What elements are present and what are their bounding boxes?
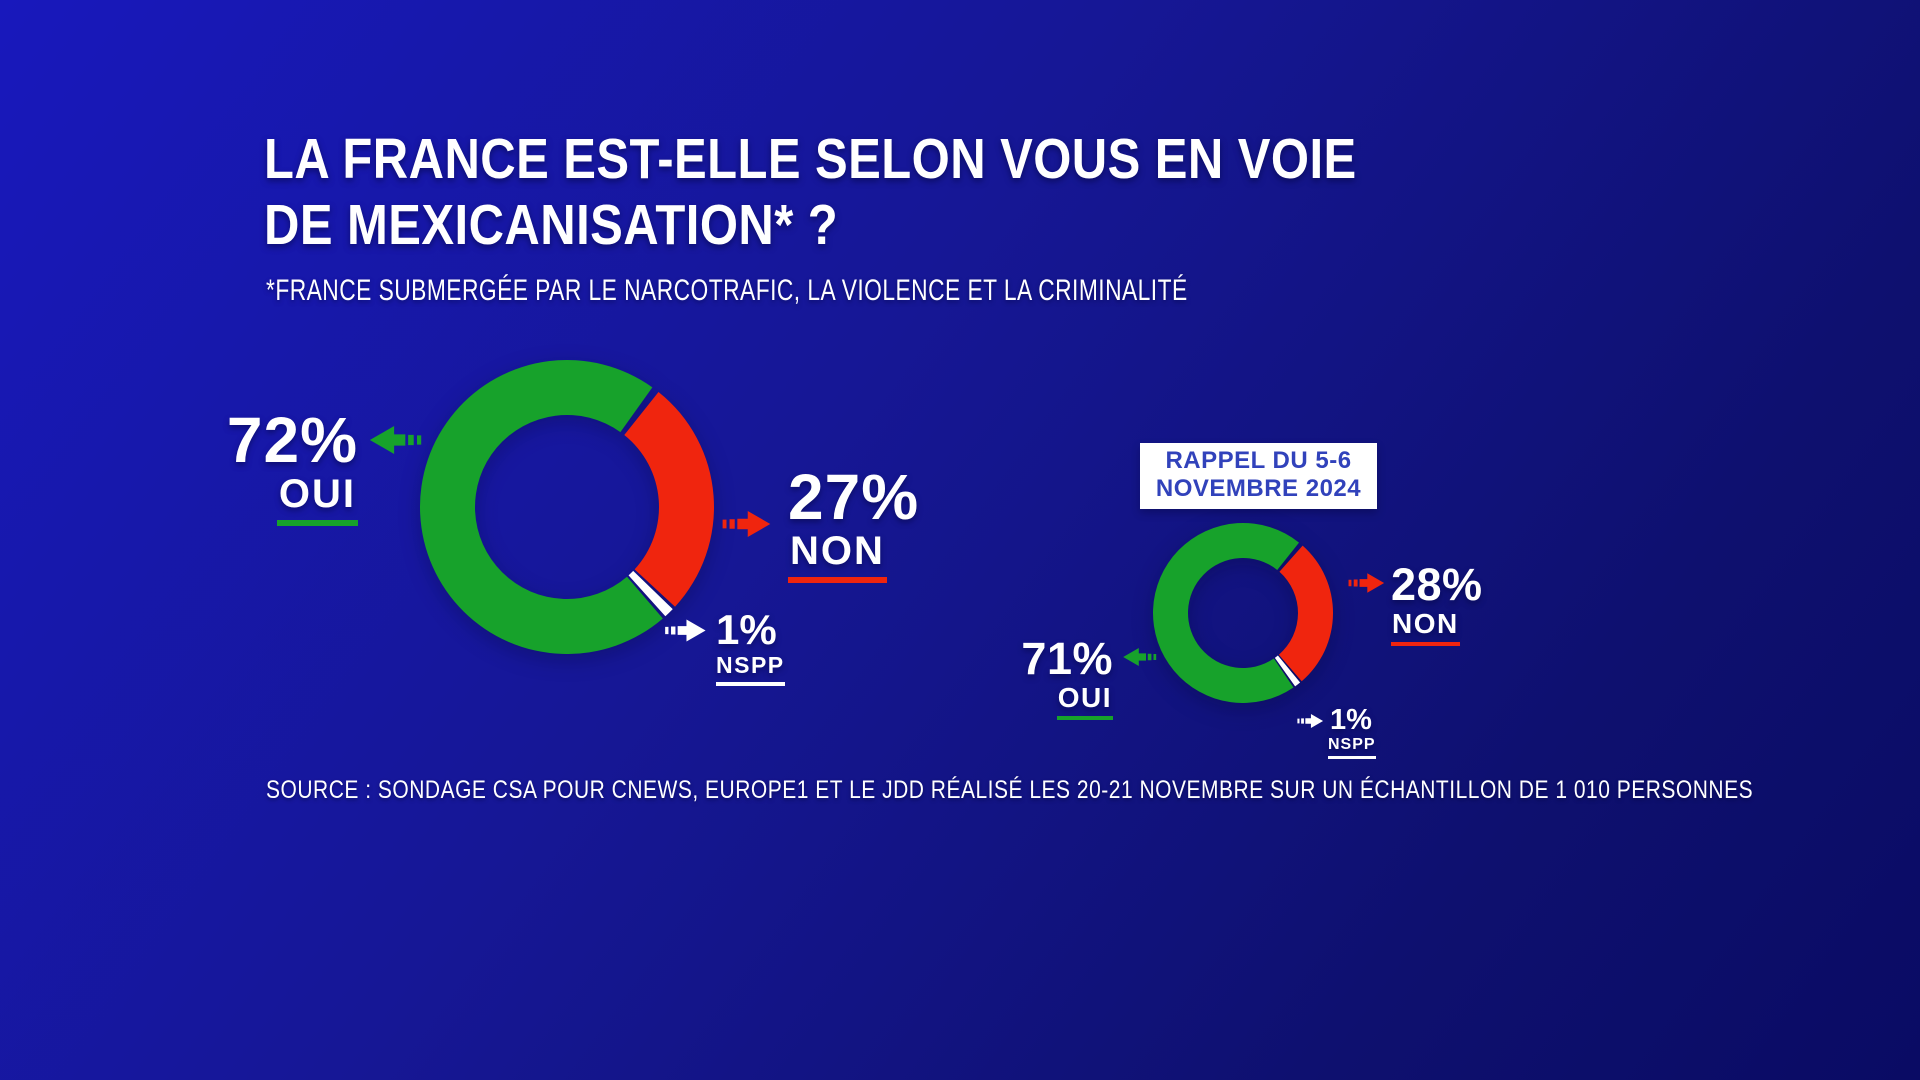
recall-oui-label: OUI (1056, 682, 1113, 720)
subtitle: *FRANCE SUBMERGÉE PAR LE NARCOTRAFIC, LA… (266, 274, 1188, 307)
recall-donut-chart (1153, 523, 1333, 703)
recall-badge: RAPPEL DU 5-6 NOVEMBRE 2024 (1140, 443, 1377, 509)
main-oui-result: 72% OUI (140, 408, 358, 526)
main-nspp-label: NSPP (716, 652, 785, 686)
recall-badge-line-1: RAPPEL DU 5-6 (1165, 447, 1352, 474)
main-oui-arrow-icon (368, 424, 424, 456)
main-non-result: 27% NON (788, 465, 1028, 583)
recall-oui-percentage: 71% (1021, 633, 1113, 684)
main-nspp-arrow-icon (662, 618, 708, 643)
page-title: LA FRANCE EST-ELLE SELON VOUS EN VOIE DE… (264, 126, 1357, 258)
source-line: SOURCE : SONDAGE CSA POUR CNEWS, EUROPE1… (266, 776, 1754, 804)
main-donut-chart (420, 360, 714, 654)
main-non-percentage: 27% (788, 461, 920, 533)
main-nspp-percentage: 1% (716, 606, 777, 653)
recall-non-result: 28% NON (1391, 562, 1483, 646)
recall-non-percentage: 28% (1391, 559, 1483, 610)
main-non-arrow-icon (720, 508, 772, 540)
recall-oui-result: 71% OUI (980, 636, 1113, 720)
recall-non-label: NON (1391, 608, 1460, 646)
title-line-1: LA FRANCE EST-ELLE SELON VOUS EN VOIE (264, 127, 1357, 191)
recall-nspp-result: 1% NSPP (1296, 705, 1376, 759)
recall-oui-arrow-icon (1122, 646, 1158, 668)
recall-nspp-label: NSPP (1328, 736, 1376, 759)
recall-nspp-arrow-icon (1296, 713, 1324, 729)
main-oui-label: OUI (276, 472, 358, 526)
main-oui-percentage: 72% (226, 404, 358, 476)
main-nspp-result: 1% NSPP (662, 608, 785, 686)
recall-badge-line-2: NOVEMBRE 2024 (1155, 475, 1362, 502)
recall-non-arrow-icon (1346, 572, 1386, 594)
title-line-2: DE MEXICANISATION* ? (264, 193, 839, 257)
recall-nspp-percentage: 1% (1330, 704, 1372, 736)
main-non-label: NON (788, 529, 887, 583)
